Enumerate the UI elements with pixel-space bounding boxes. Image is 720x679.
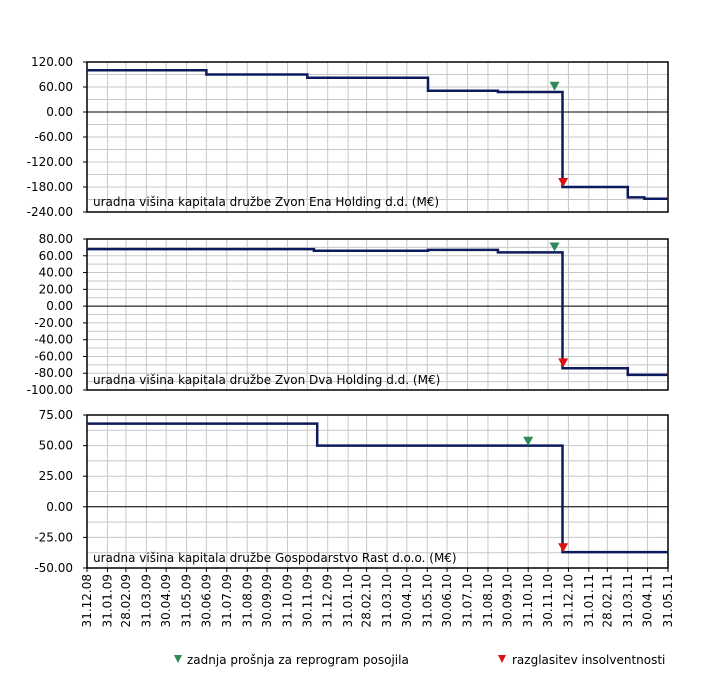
- y-tick-label: 25.00: [39, 469, 73, 483]
- y-tick-label: 60.00: [39, 249, 73, 263]
- y-tick-label: 120.00: [31, 55, 73, 69]
- x-tick-label: 31.03.09: [139, 574, 153, 627]
- y-tick-label: 75.00: [39, 408, 73, 422]
- chart-panel-1: 120.00 60.00 0.00 -60.00 -120.00 -180.00 -240.…: [27, 55, 669, 219]
- x-tick-label: 28.02.09: [119, 574, 133, 627]
- y-tick-label: -40.00: [34, 333, 73, 347]
- capital-series-line: [87, 422, 668, 554]
- x-tick-label: 31.01.09: [100, 574, 114, 627]
- x-tick-label: 31.08.10: [481, 574, 495, 627]
- x-tick-label: 31.05.10: [420, 574, 434, 627]
- panel-series-label: uradna višina kapitala družbe Zvon Dva H…: [93, 373, 440, 387]
- green-triangle-down-icon: [174, 655, 182, 663]
- x-tick-label: 30.06.10: [440, 574, 454, 627]
- x-tick-label: 31.03.10: [380, 574, 394, 627]
- x-tick-label: 31.12.09: [321, 574, 335, 627]
- x-tick-label: 31.01.11: [582, 574, 596, 627]
- x-tick-label: 30.04.10: [400, 574, 414, 627]
- x-tick-label: 30.04.11: [641, 574, 655, 627]
- y-tick-label: -100.00: [27, 383, 73, 397]
- chart-panel-3: 75.00 50.00 25.00 0.00 -25.00 -50.00 uradna vi…: [34, 408, 669, 575]
- capital-series-line: [87, 69, 668, 200]
- x-tick-label: 28.02.11: [600, 574, 614, 627]
- x-tick-label: 31.12.10: [561, 574, 575, 627]
- x-tick-label: 30.09.09: [260, 574, 274, 627]
- x-tick-label: 31.05.09: [180, 574, 194, 627]
- x-tick-label: 30.06.09: [199, 574, 213, 627]
- y-tick-label: 80.00: [39, 232, 73, 246]
- red-triangle-down-icon: [498, 655, 506, 663]
- y-tick-label: -80.00: [34, 366, 73, 380]
- x-tick-label: 31.05.11: [661, 574, 675, 627]
- x-tick-label: 30.11.09: [300, 574, 314, 627]
- y-tick-label: 20.00: [39, 282, 73, 296]
- panel-series-label: uradna višina kapitala družbe Zvon Ena H…: [93, 195, 439, 209]
- x-tick-label: 31.01.10: [341, 574, 355, 627]
- x-tick-label: 31.10.10: [521, 574, 535, 627]
- x-tick-label: 31.07.10: [461, 574, 475, 627]
- loan-reschedule-marker: [549, 242, 560, 252]
- y-tick-label: -60.00: [34, 349, 73, 363]
- legend-red-label: razglasitev insolventnosti: [512, 653, 665, 667]
- loan-reschedule-marker: [549, 81, 560, 91]
- y-tick-label: 60.00: [39, 80, 73, 94]
- capital-series-line: [87, 247, 668, 377]
- x-tick-label: 30.11.10: [541, 574, 555, 627]
- legend: zadnja prošnja za reprogram posojila razg…: [174, 653, 665, 667]
- chart-panel-2: 80.00 60.00 40.00 20.00 0.00 -20.00 -40.00 -60.…: [27, 232, 669, 397]
- y-tick-label: 0.00: [46, 299, 73, 313]
- x-tick-label: 31.10.09: [280, 574, 294, 627]
- panel-series-label: uradna višina kapitala družbe Gospodarst…: [93, 551, 457, 565]
- x-tick-label: 31.08.09: [240, 574, 254, 627]
- y-tick-label: 50.00: [39, 439, 73, 453]
- y-tick-label: -180.00: [27, 180, 73, 194]
- loan-reschedule-marker: [523, 436, 534, 446]
- x-tick-label: 30.09.10: [501, 574, 515, 627]
- y-tick-label: 0.00: [46, 105, 73, 119]
- insolvency-marker: [558, 358, 569, 368]
- x-tick-label: 30.04.09: [159, 574, 173, 627]
- x-tick-label: 31.07.09: [220, 574, 234, 627]
- y-tick-label: 40.00: [39, 266, 73, 280]
- plot-frame: [86, 238, 669, 391]
- x-axis: 31.12.08 31.01.09 28.02.09 31.03.09 30.04.09…: [80, 568, 675, 627]
- y-tick-label: -120.00: [27, 155, 73, 169]
- x-tick-label: 31.12.08: [80, 574, 94, 627]
- insolvency-marker: [558, 178, 569, 187]
- y-tick-label: 0.00: [46, 500, 73, 514]
- plot-frame: [86, 414, 669, 569]
- x-tick-label: 28.02.10: [360, 574, 374, 627]
- x-tick-label: 31.03.11: [621, 574, 635, 627]
- y-tick-label: -240.00: [27, 205, 73, 219]
- y-tick-label: -25.00: [34, 530, 73, 544]
- legend-green-label: zadnja prošnja za reprogram posojila: [187, 653, 409, 667]
- y-tick-label: -60.00: [34, 130, 73, 144]
- y-tick-label: -50.00: [34, 561, 73, 575]
- insolvency-marker: [558, 543, 569, 553]
- y-tick-label: -20.00: [34, 316, 73, 330]
